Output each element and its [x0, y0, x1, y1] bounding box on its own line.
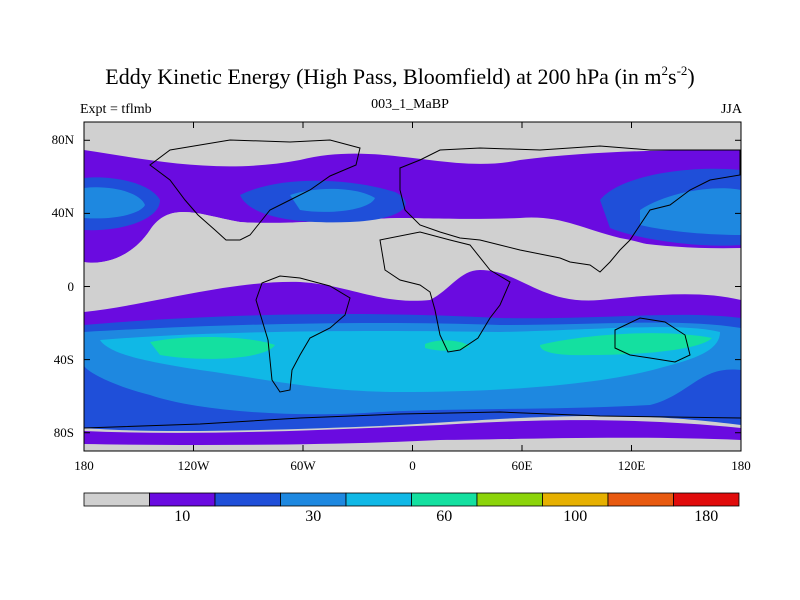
sh-green-3: [540, 333, 712, 356]
colorbar-label: 10: [174, 508, 191, 525]
coast-south-america: [255, 275, 351, 393]
colorbar-box: [411, 492, 478, 507]
colorbar-box: [476, 492, 543, 507]
y-tick-label: 80S: [53, 424, 74, 440]
colorbar-label: 60: [436, 508, 453, 525]
title-sup-2: -2: [676, 63, 688, 78]
coastlines: [84, 139, 741, 429]
chart-title: Eddy Kinetic Energy (High Pass, Bloomfie…: [0, 64, 800, 90]
sh-green-2: [425, 340, 470, 351]
nh-light-2: [290, 188, 375, 212]
colorbar-box: [673, 492, 740, 507]
colorbar-box: [345, 492, 412, 507]
colorbar-box: [542, 492, 609, 507]
tropical-gap: [84, 212, 741, 290]
x-tick-label: 0: [409, 458, 416, 473]
coast-africa: [379, 231, 511, 353]
y-tick-label: 40S: [53, 351, 74, 367]
title-mid: s: [668, 64, 677, 89]
colorbar-label: 100: [563, 508, 588, 525]
case-label: 003_1_MaBP: [371, 97, 449, 112]
sh-green-1: [150, 336, 275, 359]
colorbar-box: [149, 492, 216, 507]
x-tick-label: 120E: [617, 458, 646, 473]
x-tick-label: 60W: [290, 458, 316, 473]
x-tick-label: 180: [731, 458, 751, 473]
colorbar-box: [214, 492, 281, 507]
colorbar-box: [607, 492, 674, 507]
coast-australia: [614, 317, 691, 363]
antarctic-purple: [84, 420, 741, 445]
colorbar-box: [83, 492, 150, 507]
coast-antarctica: [84, 411, 741, 429]
season-label: JJA: [720, 102, 742, 117]
experiment-label: Expt = tflmb: [80, 102, 152, 117]
coast-eurasia: [399, 145, 741, 273]
nh-light-1: [84, 187, 145, 219]
ke-field: [84, 122, 741, 451]
axis-ticks: [83, 122, 742, 451]
y-tick-label: 40N: [51, 205, 74, 221]
title-text: Eddy Kinetic Energy (High Pass, Bloomfie…: [105, 64, 662, 89]
colorbar: [83, 492, 740, 507]
nh-light-3: [640, 188, 741, 235]
title-sup-1: 2: [661, 63, 669, 78]
y-tick-label: 0: [67, 278, 75, 294]
nh-band-purple: [84, 150, 741, 265]
colorbar-label: 30: [305, 508, 322, 525]
title-end: ): [687, 64, 695, 89]
x-tick-label: 180: [74, 458, 94, 473]
y-tick-label: 80N: [51, 132, 74, 148]
coast-north-america: [149, 139, 361, 241]
colorbar-box: [280, 492, 347, 507]
x-tick-label: 60E: [511, 458, 533, 473]
colorbar-label: 180: [694, 508, 719, 525]
x-tick-label: 120W: [177, 458, 210, 473]
